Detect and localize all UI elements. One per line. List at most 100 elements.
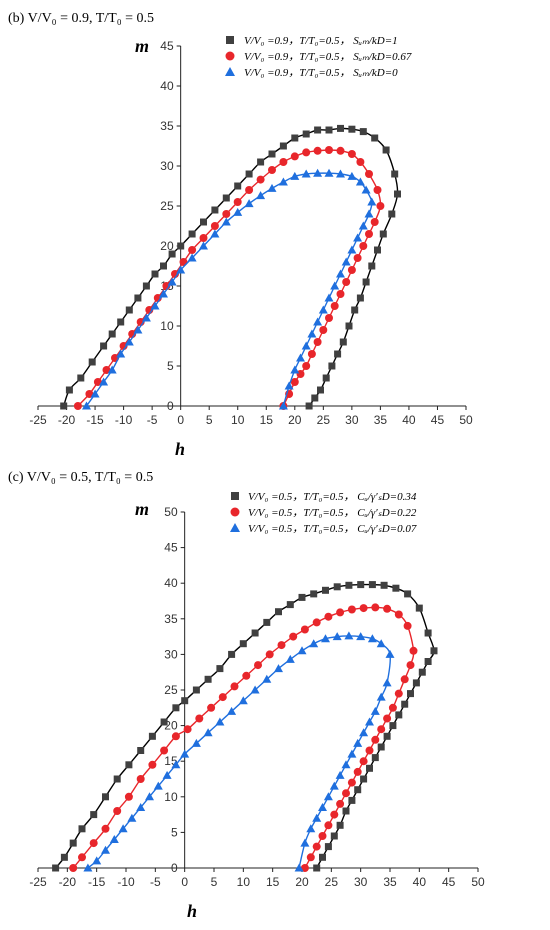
data-point-circle xyxy=(371,603,380,612)
data-point-triangle xyxy=(278,177,288,186)
data-point-square xyxy=(351,306,359,314)
data-point-square xyxy=(188,230,196,238)
y-tick-label: 5 xyxy=(171,825,178,839)
data-point-square xyxy=(407,690,414,698)
data-point-square xyxy=(60,402,68,410)
y-tick-label: 50 xyxy=(164,505,178,519)
data-point-circle xyxy=(136,775,145,783)
data-point-square xyxy=(395,711,403,719)
data-point-circle xyxy=(359,242,368,250)
data-point-square xyxy=(251,629,259,637)
data-point-triangle xyxy=(324,168,334,177)
data-point-circle xyxy=(199,234,208,242)
data-point-circle xyxy=(356,158,365,166)
data-point-circle xyxy=(365,746,374,755)
data-point-square xyxy=(302,130,310,138)
data-point-triangle xyxy=(167,277,177,286)
data-point-square xyxy=(336,821,344,829)
data-point-triangle xyxy=(199,241,208,250)
data-point-circle xyxy=(318,832,327,840)
data-point-circle xyxy=(371,735,380,744)
y-tick-label: 0 xyxy=(171,861,178,875)
x-tick-label: 5 xyxy=(211,875,218,889)
legend-entry-b-3: V/V₀ =0.9，T/T₀=0.5， Sᵤₘ/kD=0 xyxy=(244,67,398,79)
data-point-square xyxy=(228,650,236,658)
data-point-square xyxy=(380,581,388,589)
data-point-triangle xyxy=(297,646,307,655)
data-point-triangle xyxy=(285,654,295,663)
legend-b: V/V₀ =0.9，T/T₀=0.5， Sᵤₘ/kD=1 V/V₀ =0.9，T… xyxy=(225,35,412,79)
data-point-circle xyxy=(312,618,321,627)
data-point-triangle xyxy=(347,245,357,254)
y-axis-label-b: m xyxy=(135,36,149,56)
data-point-circle xyxy=(336,608,345,617)
data-point-square xyxy=(418,668,426,676)
data-point-triangle xyxy=(367,197,377,206)
y-axis-label-c: m xyxy=(135,499,149,519)
data-point-triangle xyxy=(187,253,197,262)
data-point-circle xyxy=(319,326,328,334)
data-point-square xyxy=(348,125,356,133)
data-point-triangle xyxy=(153,781,163,790)
data-point-triangle xyxy=(332,632,342,641)
data-point-circle xyxy=(160,746,169,755)
data-point-circle xyxy=(188,246,197,254)
data-point-circle xyxy=(324,612,333,621)
series-line-3 xyxy=(87,635,391,869)
data-point-circle xyxy=(313,338,322,346)
data-point-square xyxy=(345,581,353,589)
legend-marker-triangle-c xyxy=(230,523,240,532)
data-point-square xyxy=(125,761,133,769)
data-point-triangle xyxy=(355,177,365,186)
data-point-triangle xyxy=(347,749,357,758)
data-point-triangle xyxy=(301,341,311,350)
data-point-triangle xyxy=(203,728,213,737)
y-tick-label: 30 xyxy=(160,159,174,173)
data-point-circle xyxy=(254,661,262,670)
data-point-square xyxy=(200,218,207,226)
y-tick-label: 25 xyxy=(160,199,174,213)
data-point-triangle xyxy=(306,824,316,833)
data-point-circle xyxy=(347,778,356,787)
data-point-square xyxy=(430,647,438,655)
data-point-square xyxy=(334,350,342,358)
y-tick-label: 30 xyxy=(164,647,178,661)
data-point-circle xyxy=(183,725,192,734)
data-point-triangle xyxy=(335,770,345,779)
data-point-square xyxy=(60,853,68,861)
data-point-square xyxy=(322,374,330,382)
data-point-square xyxy=(134,294,142,302)
data-point-circle xyxy=(148,760,157,769)
x-tick-label: 20 xyxy=(288,413,302,427)
data-point-square xyxy=(388,210,396,218)
data-point-square xyxy=(401,700,409,708)
y-tick-label: 20 xyxy=(160,239,174,253)
data-point-square xyxy=(379,230,387,238)
y-tick-label: 45 xyxy=(164,541,178,555)
data-point-square xyxy=(181,697,189,705)
data-point-square xyxy=(160,718,168,726)
data-point-triangle xyxy=(90,389,100,398)
y-tick-label: 35 xyxy=(164,612,178,626)
legend-entry-c-3: V/V₀ =0.5，T/T₀=0.5， Cᵤ/γ′ₛD=0.07 xyxy=(248,523,417,535)
data-point-circle xyxy=(307,350,316,358)
data-point-triangle xyxy=(312,813,322,822)
x-tick-label: -10 xyxy=(115,413,133,427)
y-tick-label: 5 xyxy=(167,359,174,373)
x-tick-label: 15 xyxy=(260,413,274,427)
data-point-triangle xyxy=(356,632,366,641)
data-point-square xyxy=(377,743,385,751)
data-point-triangle xyxy=(159,289,168,298)
x-tick-label: 10 xyxy=(231,413,245,427)
data-point-circle xyxy=(377,725,386,734)
data-point-circle xyxy=(102,366,111,374)
data-point-circle xyxy=(245,186,254,194)
data-point-square xyxy=(222,194,230,202)
data-point-square xyxy=(339,338,347,346)
data-point-square xyxy=(268,150,276,158)
data-point-triangle xyxy=(127,813,137,822)
data-point-circle xyxy=(302,148,311,157)
data-point-circle xyxy=(365,170,373,178)
data-point-circle xyxy=(365,230,373,238)
data-point-triangle xyxy=(278,401,288,410)
